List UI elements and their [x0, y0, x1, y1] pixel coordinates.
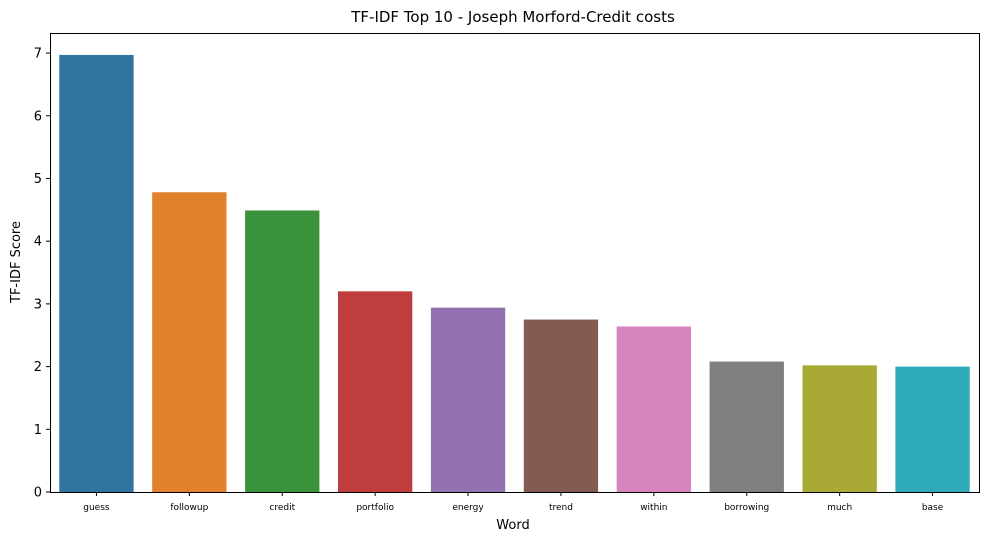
y-tick-label: 5	[34, 172, 42, 187]
y-tick-label: 7	[34, 47, 42, 62]
x-tick-label: much	[827, 503, 852, 513]
bar-portfolio	[337, 291, 413, 492]
bar-within	[616, 326, 692, 492]
y-tick-label: 1	[34, 423, 42, 438]
chart-title: TF-IDF Top 10 - Joseph Morford-Credit co…	[350, 8, 675, 26]
bar-borrowing	[709, 361, 784, 492]
bar-followup	[152, 192, 227, 492]
y-tick-label: 0	[34, 486, 42, 501]
x-tick-label: within	[640, 503, 667, 513]
bar-energy	[430, 307, 506, 492]
x-axis-label: Word	[496, 518, 529, 533]
plot-frame	[50, 33, 980, 493]
x-tick-label: followup	[170, 503, 208, 513]
x-tick-label: credit	[269, 503, 295, 513]
x-tick-label: energy	[452, 503, 484, 513]
x-axis: guess followup credit portfolio energy trend w…	[83, 492, 944, 513]
x-tick-label: guess	[83, 503, 110, 513]
bar-credit	[245, 210, 320, 492]
bar-base	[895, 366, 970, 492]
x-tick-label: borrowing	[724, 503, 769, 513]
y-tick-label: 2	[34, 360, 42, 375]
y-tick-label: 6	[34, 109, 42, 124]
y-tick-label: 4	[34, 235, 42, 250]
bar-trend	[523, 319, 599, 492]
y-axis: 0 1 2 3 4 5 6 7	[34, 47, 50, 501]
y-tick-label: 3	[34, 297, 42, 312]
y-axis-label: TF-IDF Score	[9, 221, 24, 304]
x-tick-label: trend	[549, 503, 573, 513]
bar-guess	[59, 54, 134, 493]
x-tick-label: portfolio	[356, 503, 394, 513]
x-tick-label: base	[922, 503, 944, 513]
bar-much	[802, 365, 877, 492]
bars-group	[59, 54, 970, 493]
